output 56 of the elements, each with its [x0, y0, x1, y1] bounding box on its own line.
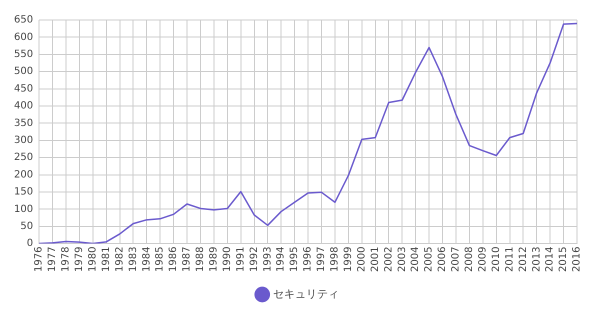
- x-tick-label: 1979: [74, 246, 86, 272]
- y-tick-label: 600: [14, 32, 34, 43]
- y-tick-label: 150: [14, 186, 34, 198]
- x-tick-label: 2004: [410, 246, 422, 272]
- x-tick-label: 1996: [302, 246, 314, 272]
- x-tick-label: 1981: [100, 246, 112, 272]
- x-tick-label: 2001: [370, 246, 381, 272]
- x-tick-label: 1990: [222, 246, 233, 272]
- x-tick-label: 1985: [154, 246, 166, 272]
- x-tick-label: 2014: [544, 246, 556, 272]
- x-tick-label: 1999: [342, 246, 354, 272]
- x-tick-label: 1993: [262, 246, 274, 272]
- y-tick-label: 450: [14, 83, 34, 94]
- x-tick-label: 1997: [316, 246, 328, 272]
- y-tick-label: 350: [14, 118, 34, 129]
- x-tick-label: 1987: [182, 246, 193, 272]
- x-tick-label: 1995: [289, 246, 300, 272]
- x-tick-label: 1988: [195, 246, 206, 272]
- y-tick-label: 550: [14, 48, 34, 60]
- x-tick-label: 2002: [383, 246, 394, 272]
- x-tick-label: 2009: [477, 246, 488, 272]
- x-tick-label: 2000: [356, 246, 368, 272]
- x-tick-label: 2012: [518, 246, 529, 272]
- x-tick-label: 2005: [424, 246, 435, 272]
- y-tick-label: 650: [14, 14, 34, 26]
- x-tick-label: 1984: [141, 246, 152, 272]
- y-tick-label: 50: [20, 220, 34, 232]
- y-tick-label: 500: [14, 66, 34, 78]
- x-tick-label: 1977: [47, 246, 58, 272]
- legend-label: セキュリティ: [272, 287, 339, 300]
- x-tick-label: 1982: [114, 246, 126, 272]
- x-tick-label: 1980: [87, 246, 98, 272]
- y-tick-label: 0: [26, 238, 34, 250]
- y-tick-label: 300: [14, 134, 34, 146]
- x-tick-label: 1994: [276, 246, 287, 272]
- x-tick-label: 2015: [558, 246, 570, 272]
- x-tick-label: 1991: [235, 246, 246, 272]
- x-tick-label: 2007: [450, 246, 462, 272]
- x-tick-label: 2010: [490, 246, 502, 272]
- y-tick-label: 100: [14, 204, 34, 215]
- x-tick-label: 1983: [128, 246, 139, 272]
- x-tick-label: 2003: [396, 246, 408, 272]
- y-tick-label: 250: [14, 152, 34, 164]
- x-tick-label: 1978: [60, 246, 72, 272]
- x-tick-label: 1976: [34, 246, 45, 272]
- y-tick-label: 400: [14, 100, 34, 112]
- x-tick-label: 2013: [531, 246, 542, 272]
- x-tick-label: 2008: [464, 246, 476, 272]
- x-tick-label: 1998: [330, 246, 341, 272]
- x-tick-label: 2011: [504, 246, 516, 272]
- x-tick-label: 1986: [168, 246, 180, 272]
- x-tick-label: 2006: [437, 246, 448, 272]
- x-tick-label: 2016: [572, 246, 583, 272]
- y-tick-label: 200: [14, 169, 34, 180]
- x-tick-label: 1992: [248, 246, 260, 272]
- x-tick-label: 1989: [208, 246, 220, 272]
